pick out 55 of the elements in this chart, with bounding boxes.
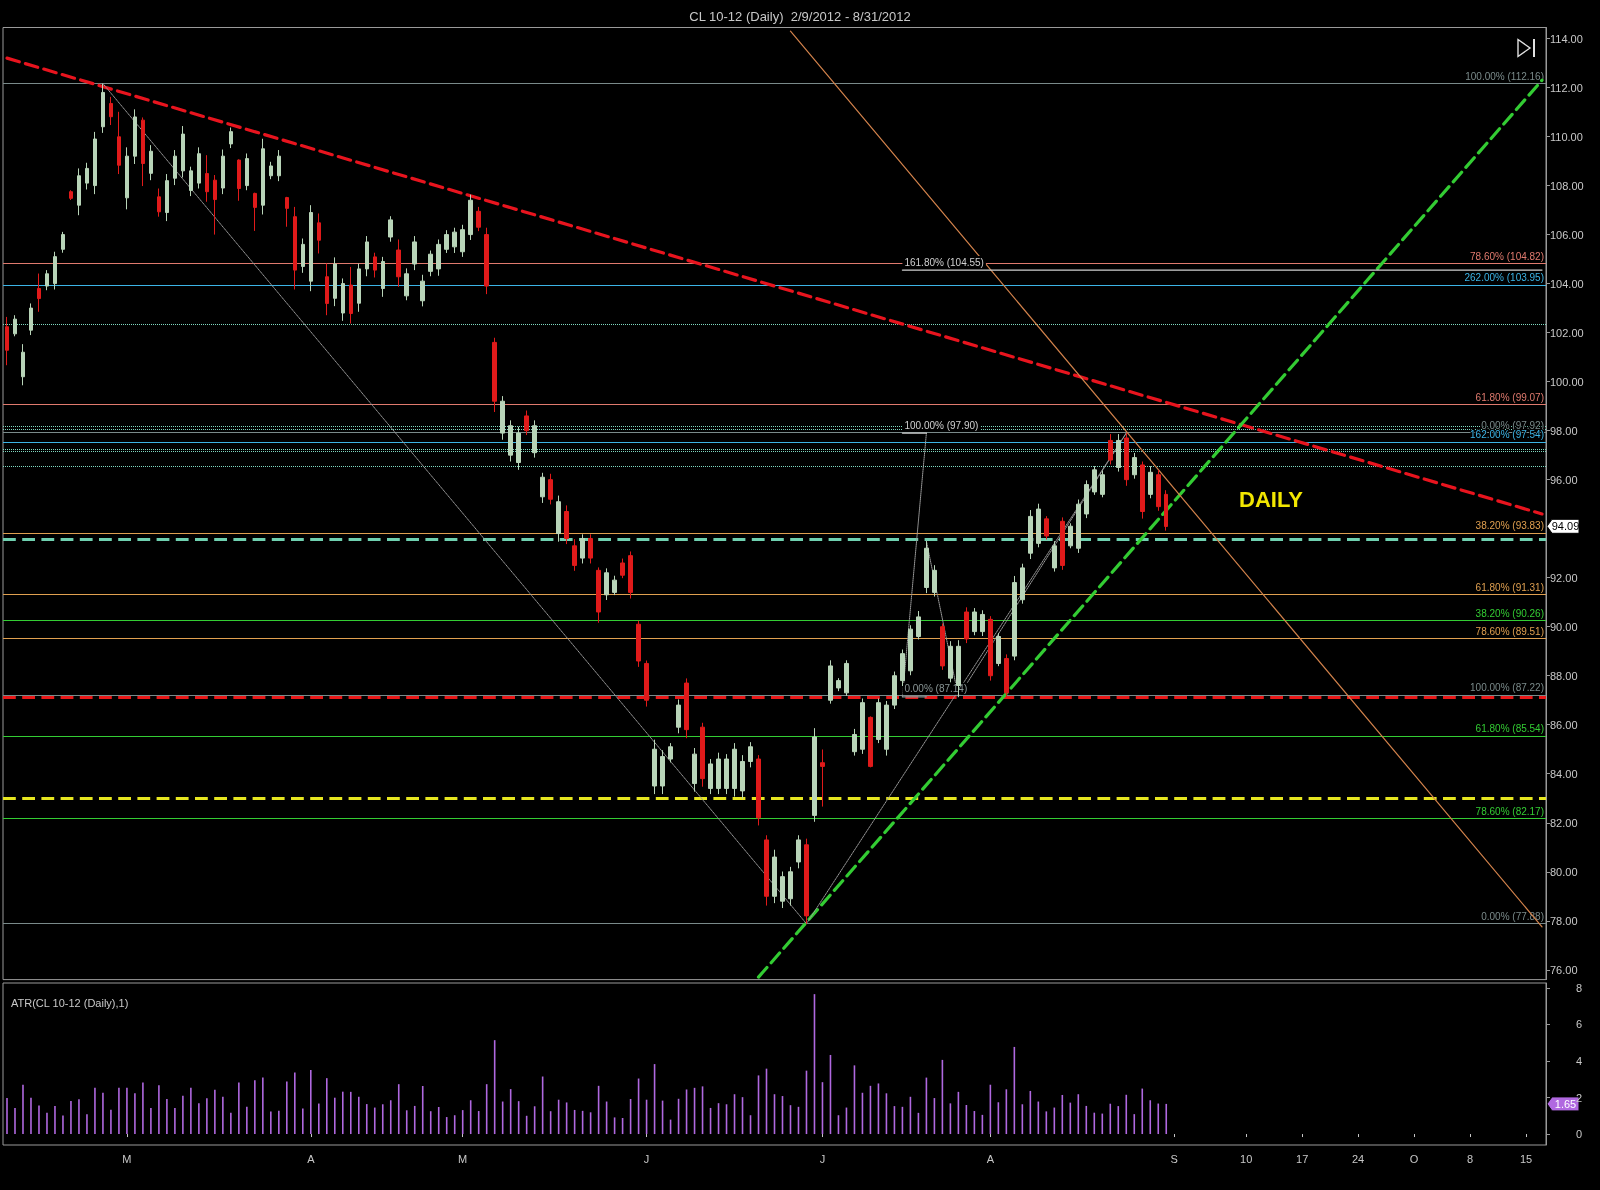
- y-tick-label: 82.00: [1550, 816, 1578, 829]
- text: ATR(CL 10-12 (Daily),1): [11, 996, 129, 1009]
- ref-line-label: 38.20% (90.26): [1475, 607, 1544, 619]
- x-tick-label: 17: [1296, 1152, 1309, 1165]
- y-tick-label: 100.00: [1550, 375, 1584, 388]
- y-tick-label: 112.00: [1550, 81, 1583, 94]
- ref-line-label: 100.00% (87.22): [1470, 682, 1544, 694]
- x-tick-label: S: [1170, 1152, 1178, 1165]
- x-tick-label: 24: [1352, 1152, 1365, 1165]
- y-tick-label: 80.00: [1550, 865, 1578, 878]
- y-tick-label: 104.00: [1550, 277, 1584, 290]
- y-tick-label: 102.00: [1550, 326, 1584, 339]
- series-label: 100.00% (97.90): [904, 419, 979, 431]
- ref-line-label: 262.00% (103.95): [1464, 272, 1544, 284]
- series-label: 161.80% (104.55): [904, 256, 984, 268]
- y-tick-label: 2: [1576, 1091, 1583, 1104]
- x-tick-label: O: [1409, 1152, 1419, 1165]
- ref-line-label: 78.60% (82.17): [1475, 806, 1544, 818]
- x-tick-label: J: [643, 1152, 650, 1165]
- y-tick-label: 110.00: [1550, 130, 1583, 143]
- x-tick-label: M: [458, 1152, 468, 1165]
- y-tick-label: 0: [1576, 1128, 1583, 1141]
- x-tick-label: 8: [1466, 1152, 1474, 1165]
- y-tick-label: 4: [1576, 1054, 1583, 1067]
- y-tick-label: 106.00: [1550, 228, 1584, 241]
- y-tick-label: 6: [1576, 1018, 1583, 1031]
- y-tick-label: 88.00: [1550, 669, 1578, 682]
- annotation: DAILY: [1239, 486, 1304, 512]
- text: 1.65: [1554, 1097, 1577, 1110]
- x-tick-label: M: [122, 1152, 132, 1165]
- ref-line-label: 61.80% (85.54): [1475, 723, 1544, 735]
- y-tick-label: 92.00: [1550, 571, 1578, 584]
- y-tick-label: 76.00: [1550, 963, 1578, 976]
- ref-line-label: 61.80% (91.31): [1475, 582, 1544, 594]
- chart-title: CL 10-12 (Daily) 2/9/2012 - 8/31/2012: [689, 9, 911, 24]
- y-tick-label: 84.00: [1550, 767, 1578, 780]
- ref-line-label: 78.60% (89.51): [1475, 626, 1544, 638]
- x-tick-label: A: [986, 1152, 995, 1165]
- ref-line-label: 38.20% (93.83): [1475, 520, 1544, 532]
- y-tick-label: 98.00: [1550, 424, 1578, 437]
- y-tick-label: 108.00: [1550, 179, 1584, 192]
- y-tick-label: 78.00: [1550, 914, 1578, 927]
- y-tick-label: 90.00: [1550, 620, 1578, 633]
- ref-line-label: 78.60% (104.82): [1470, 251, 1544, 262]
- ref-line-label: 61.80% (99.07): [1475, 391, 1544, 403]
- x-tick-label: A: [307, 1152, 316, 1165]
- x-tick-label: J: [819, 1152, 826, 1165]
- ref-line-label: 100.00% (112.16): [1465, 71, 1544, 83]
- y-tick-label: 96.00: [1550, 473, 1578, 486]
- x-tick-label: 10: [1240, 1152, 1253, 1165]
- y-tick-label: 86.00: [1550, 718, 1578, 731]
- y-tick-label: 114.00: [1550, 32, 1583, 45]
- text: 94.09: [1551, 520, 1580, 533]
- x-tick-label: 15: [1519, 1152, 1533, 1165]
- y-tick-label: 8: [1576, 981, 1583, 994]
